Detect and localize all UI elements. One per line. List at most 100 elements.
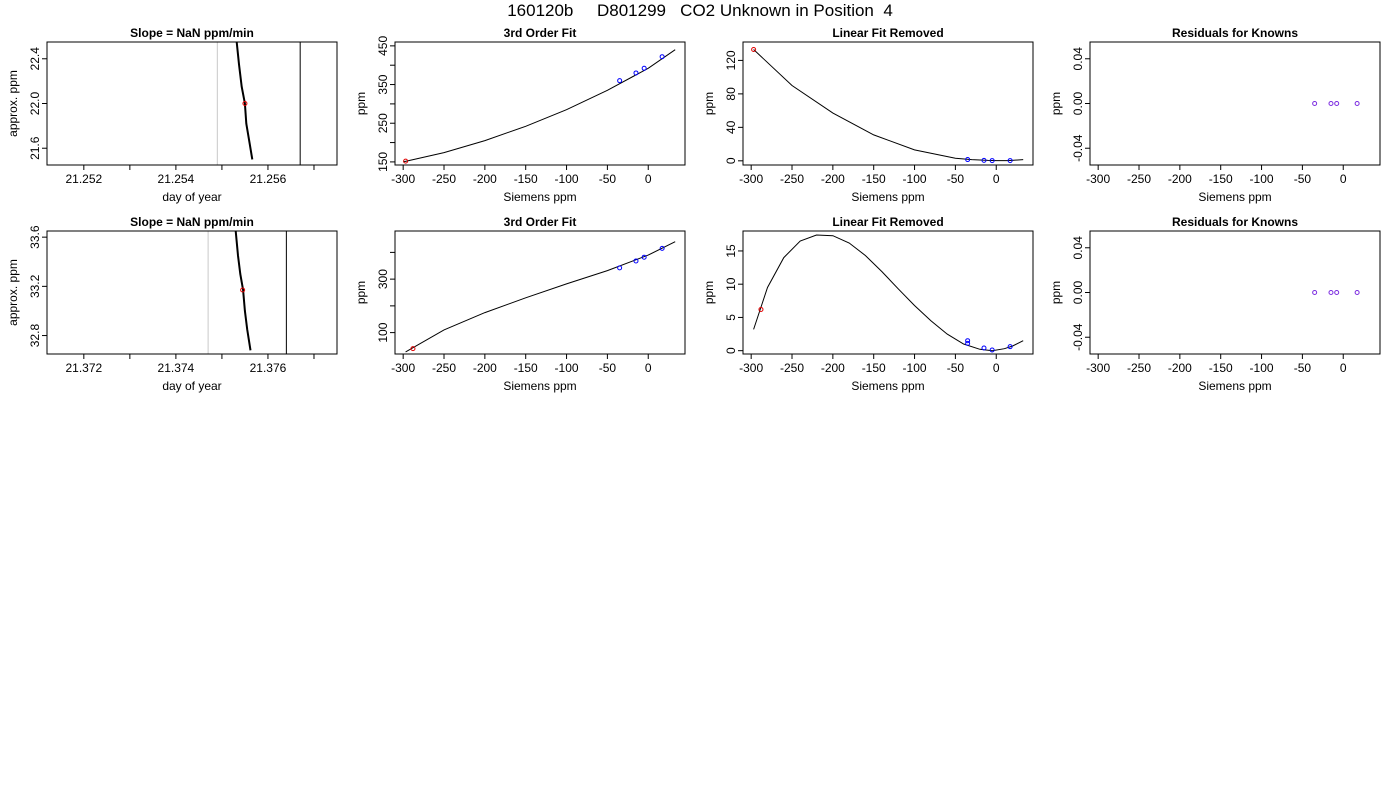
y-tick-label: 0.00 — [1071, 280, 1085, 304]
data-point — [965, 338, 971, 344]
y-tick-label: 150 — [376, 152, 390, 172]
x-tick-label: -200 — [473, 361, 497, 375]
x-tick-label: 21.374 — [158, 361, 195, 375]
chart-panel: Residuals for Knowns -300 -250 -200 -150 -100… — [1049, 215, 1381, 393]
chart-panel: Linear Fit Removed -300 -250 -200 -150 -100 -5… — [702, 215, 1034, 393]
x-axis-label: day of year — [162, 190, 221, 204]
fit-curve — [403, 49, 676, 163]
chart-panel: Slope = NaN ppm/min 21.372 21.374 21.376 32.… — [6, 215, 338, 393]
data-point — [633, 70, 639, 76]
highlight-point — [240, 287, 246, 293]
x-tick-label: -250 — [780, 172, 804, 186]
data-layer — [403, 49, 676, 164]
data-point — [965, 340, 971, 346]
x-tick-label: -250 — [432, 361, 456, 375]
x-tick-label: -300 — [739, 172, 763, 186]
x-tick-label: 21.376 — [250, 361, 287, 375]
x-tick-label: -50 — [1294, 361, 1312, 375]
x-tick-label: 0 — [993, 172, 1000, 186]
y-axis-label: ppm — [354, 92, 368, 115]
x-tick-label: -50 — [599, 361, 617, 375]
plot-frame — [394, 230, 686, 355]
data-point — [641, 254, 647, 260]
y-tick-label: 0 — [724, 157, 738, 164]
data-point — [1312, 290, 1318, 295]
data-layer — [753, 234, 1024, 353]
data-point — [1354, 290, 1360, 295]
page-title: 160120b D801299 CO2 Unknown in Position … — [507, 1, 893, 20]
x-tick-label: -300 — [1086, 361, 1110, 375]
y-tick-label: 300 — [376, 269, 390, 289]
x-tick-label: 0 — [1340, 172, 1347, 186]
data-point — [1312, 101, 1318, 106]
y-tick-label: 22.0 — [28, 91, 42, 115]
data-layer — [207, 231, 287, 354]
data-point — [659, 245, 665, 251]
chart-title: Residuals for Knowns — [1172, 215, 1298, 229]
x-tick-label: -100 — [903, 172, 927, 186]
y-axis-label: ppm — [702, 92, 716, 115]
y-axis-label: approx. ppm — [6, 259, 20, 326]
data-point — [410, 346, 416, 352]
y-tick-label: 5 — [724, 314, 738, 321]
chart-title: Linear Fit Removed — [832, 215, 943, 229]
chart-panel: 3rd Order Fit -300 -250 -200 -150 -100 -50 0 150… — [354, 26, 686, 204]
x-tick-label: 0 — [645, 361, 652, 375]
y-tick-label: 0.00 — [1071, 91, 1085, 115]
x-tick-label: -150 — [514, 172, 538, 186]
data-layer — [1312, 101, 1360, 106]
data-point — [659, 54, 665, 60]
plot-frame — [1089, 230, 1381, 355]
data-point — [1328, 290, 1334, 295]
data-point — [617, 265, 623, 271]
data-point — [965, 157, 971, 163]
x-axis-label: Siemens ppm — [851, 190, 924, 204]
y-axis-label: ppm — [354, 281, 368, 304]
data-layer — [1312, 290, 1360, 295]
x-axis-label: Siemens ppm — [851, 379, 924, 393]
x-tick-label: -250 — [1127, 172, 1151, 186]
data-point — [758, 306, 764, 312]
data-point — [1328, 101, 1334, 106]
x-tick-label: -100 — [555, 172, 579, 186]
x-tick-label: -200 — [1168, 361, 1192, 375]
y-tick-label: 15 — [724, 244, 738, 258]
x-tick-label: -100 — [555, 361, 579, 375]
x-tick-label: -100 — [1250, 361, 1274, 375]
x-tick-label: -50 — [1294, 172, 1312, 186]
y-tick-label: 32.8 — [28, 324, 42, 348]
y-tick-label: 0.04 — [1071, 236, 1085, 260]
x-tick-label: -250 — [780, 361, 804, 375]
x-tick-label: 0 — [993, 361, 1000, 375]
x-tick-label: -50 — [599, 172, 617, 186]
chart-title: Slope = NaN ppm/min — [130, 215, 254, 229]
plot-frame — [46, 41, 338, 166]
chart-panel: Residuals for Knowns -300 -250 -200 -150 -100… — [1049, 26, 1381, 204]
x-tick-label: -150 — [862, 172, 886, 186]
x-tick-label: -300 — [1086, 172, 1110, 186]
data-point — [633, 258, 639, 264]
x-tick-label: -50 — [947, 361, 965, 375]
x-tick-label: -150 — [514, 361, 538, 375]
data-layer — [216, 42, 301, 165]
data-point — [1354, 101, 1360, 106]
x-tick-label: 21.254 — [158, 172, 195, 186]
chart-title: Slope = NaN ppm/min — [130, 26, 254, 40]
highlight-point — [242, 101, 248, 106]
chart-title: Residuals for Knowns — [1172, 26, 1298, 40]
y-tick-label: 80 — [724, 87, 738, 101]
chart-panel: Slope = NaN ppm/min 21.252 21.254 21.256 21.… — [6, 26, 338, 204]
chart-panel: Linear Fit Removed -300 -250 -200 -150 -100 -5… — [702, 26, 1034, 204]
y-tick-label: 22.4 — [28, 47, 42, 71]
y-tick-label: 450 — [376, 36, 390, 56]
x-tick-label: -200 — [473, 172, 497, 186]
x-axis-label: Siemens ppm — [503, 190, 576, 204]
data-point — [1007, 158, 1013, 164]
y-tick-label: 40 — [724, 120, 738, 134]
x-tick-label: -150 — [1209, 172, 1233, 186]
data-layer — [751, 47, 1024, 164]
x-tick-label: 21.372 — [65, 361, 102, 375]
data-point — [989, 158, 995, 164]
data-layer — [405, 241, 676, 353]
